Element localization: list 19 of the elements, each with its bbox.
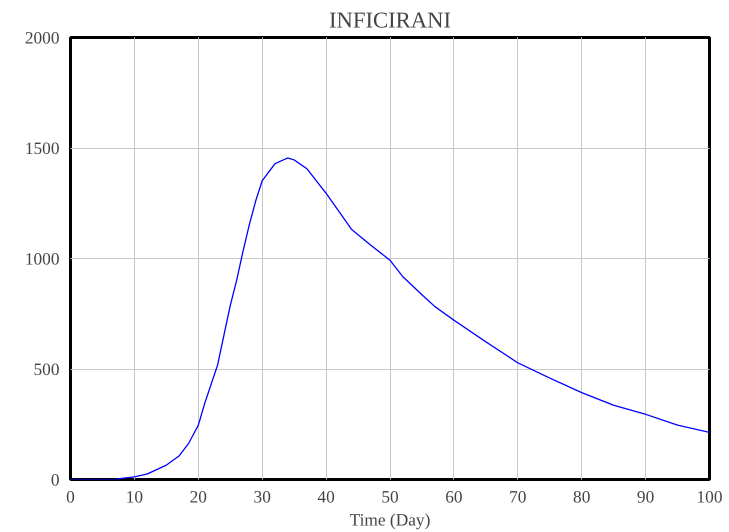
x-tick-label: 90 — [636, 488, 654, 506]
x-tick-label: 20 — [190, 488, 207, 506]
x-tick-label: 60 — [445, 488, 463, 506]
x-tick-label: 40 — [317, 488, 335, 506]
x-tick-label: 30 — [254, 488, 271, 506]
chart-title: INFICIRANI — [328, 8, 452, 32]
x-tick-label: 100 — [696, 488, 723, 506]
y-tick-label: 500 — [34, 360, 60, 379]
x-tick-label: 70 — [509, 488, 526, 506]
x-axis-title: Time (Day) — [350, 510, 431, 530]
x-tick-label: 10 — [126, 488, 144, 506]
y-tick-label: 1000 — [24, 250, 60, 268]
y-tick-label: 2000 — [24, 28, 60, 48]
y-tick-label: 0 — [50, 470, 60, 490]
y-tick-label: 1500 — [24, 139, 60, 158]
x-tick-label: 80 — [573, 488, 590, 506]
x-tick-label: 0 — [66, 488, 75, 506]
line-series — [70, 157, 710, 480]
x-tick-label: 50 — [381, 488, 399, 506]
